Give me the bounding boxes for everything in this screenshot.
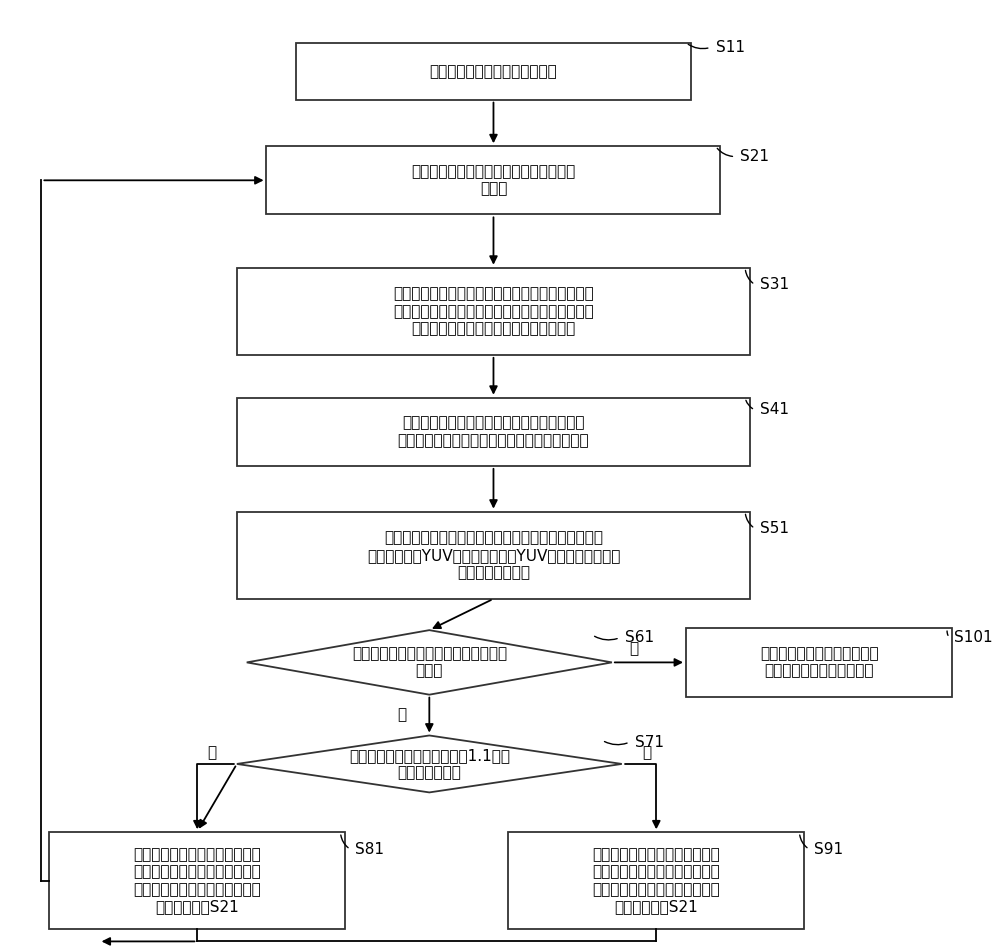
FancyBboxPatch shape [237,512,750,599]
FancyBboxPatch shape [508,832,804,929]
Text: 分别获取所述预设编码值范围的最大值和
最小值: 分别获取所述预设编码值范围的最大值和 最小值 [411,164,576,196]
Text: S41: S41 [760,402,789,418]
Text: 获取预设码流信息，根据获取到的所述预设码流信息生
成预设帧数的YUV数据，并将所述YUV数据输入至所述待
适配设备进行编码: 获取预设码流信息，根据获取到的所述预设码流信息生 成预设帧数的YUV数据，并将所… [367,530,620,580]
Text: S91: S91 [814,842,843,857]
Text: S61: S61 [625,630,654,645]
FancyBboxPatch shape [266,146,720,214]
Text: S81: S81 [355,842,384,857]
Polygon shape [237,735,622,792]
Text: 是: 是 [629,641,638,656]
FancyBboxPatch shape [686,628,952,697]
Text: 计算所述预设编码值范围的最大值与最小值之间和
的平均值，将所述平均值设置为编码码率值，，并
根据所述编码码率值计算预设码率值范围: 计算所述预设编码值范围的最大值与最小值之间和 的平均值，将所述平均值设置为编码码… [393,287,594,336]
FancyBboxPatch shape [49,832,345,929]
Text: S101: S101 [954,630,993,645]
Text: 查询本地存储的预设编码值范围: 查询本地存储的预设编码值范围 [430,64,557,79]
Text: S11: S11 [716,40,745,55]
Text: 判断所述输出码率值是否大于1.1倍的
所述编码码率值: 判断所述输出码率值是否大于1.1倍的 所述编码码率值 [349,748,510,780]
Polygon shape [247,630,612,695]
FancyBboxPatch shape [237,398,750,466]
Text: S21: S21 [740,149,769,164]
Text: 初始化所述待适配备，将所述编码码率对所述
待适配设备进行参数设置，运行所述待适配设备: 初始化所述待适配备，将所述编码码率对所述 待适配设备进行参数设置，运行所述待适配… [398,416,589,448]
Text: S31: S31 [760,277,789,292]
Text: S71: S71 [635,735,664,750]
Text: S51: S51 [760,521,789,536]
FancyBboxPatch shape [296,43,691,100]
Text: 判断所述输出码率值是否在预设码率值
范围内: 判断所述输出码率值是否在预设码率值 范围内 [352,646,507,679]
Text: 否: 否 [642,745,651,760]
Text: 否: 否 [397,708,406,722]
Text: 是: 是 [208,745,217,760]
FancyBboxPatch shape [237,268,750,355]
Text: 将此时所述编码码率值设置为
所述待适配设备的最佳码率: 将此时所述编码码率值设置为 所述待适配设备的最佳码率 [760,646,878,679]
Text: 将所述预设编码值范围内的最大
值替换为所述编码码率值，并根
据替换后的所述预设编码值范围
返回执行步骤S21: 将所述预设编码值范围内的最大 值替换为所述编码码率值，并根 据替换后的所述预设编… [134,847,261,914]
Text: 将所述预设编码值范围内的最小
值替换为所述编码码率值，并根
据替换后的所述预设编码值范围
返回执行步骤S21: 将所述预设编码值范围内的最小 值替换为所述编码码率值，并根 据替换后的所述预设编… [592,847,720,914]
